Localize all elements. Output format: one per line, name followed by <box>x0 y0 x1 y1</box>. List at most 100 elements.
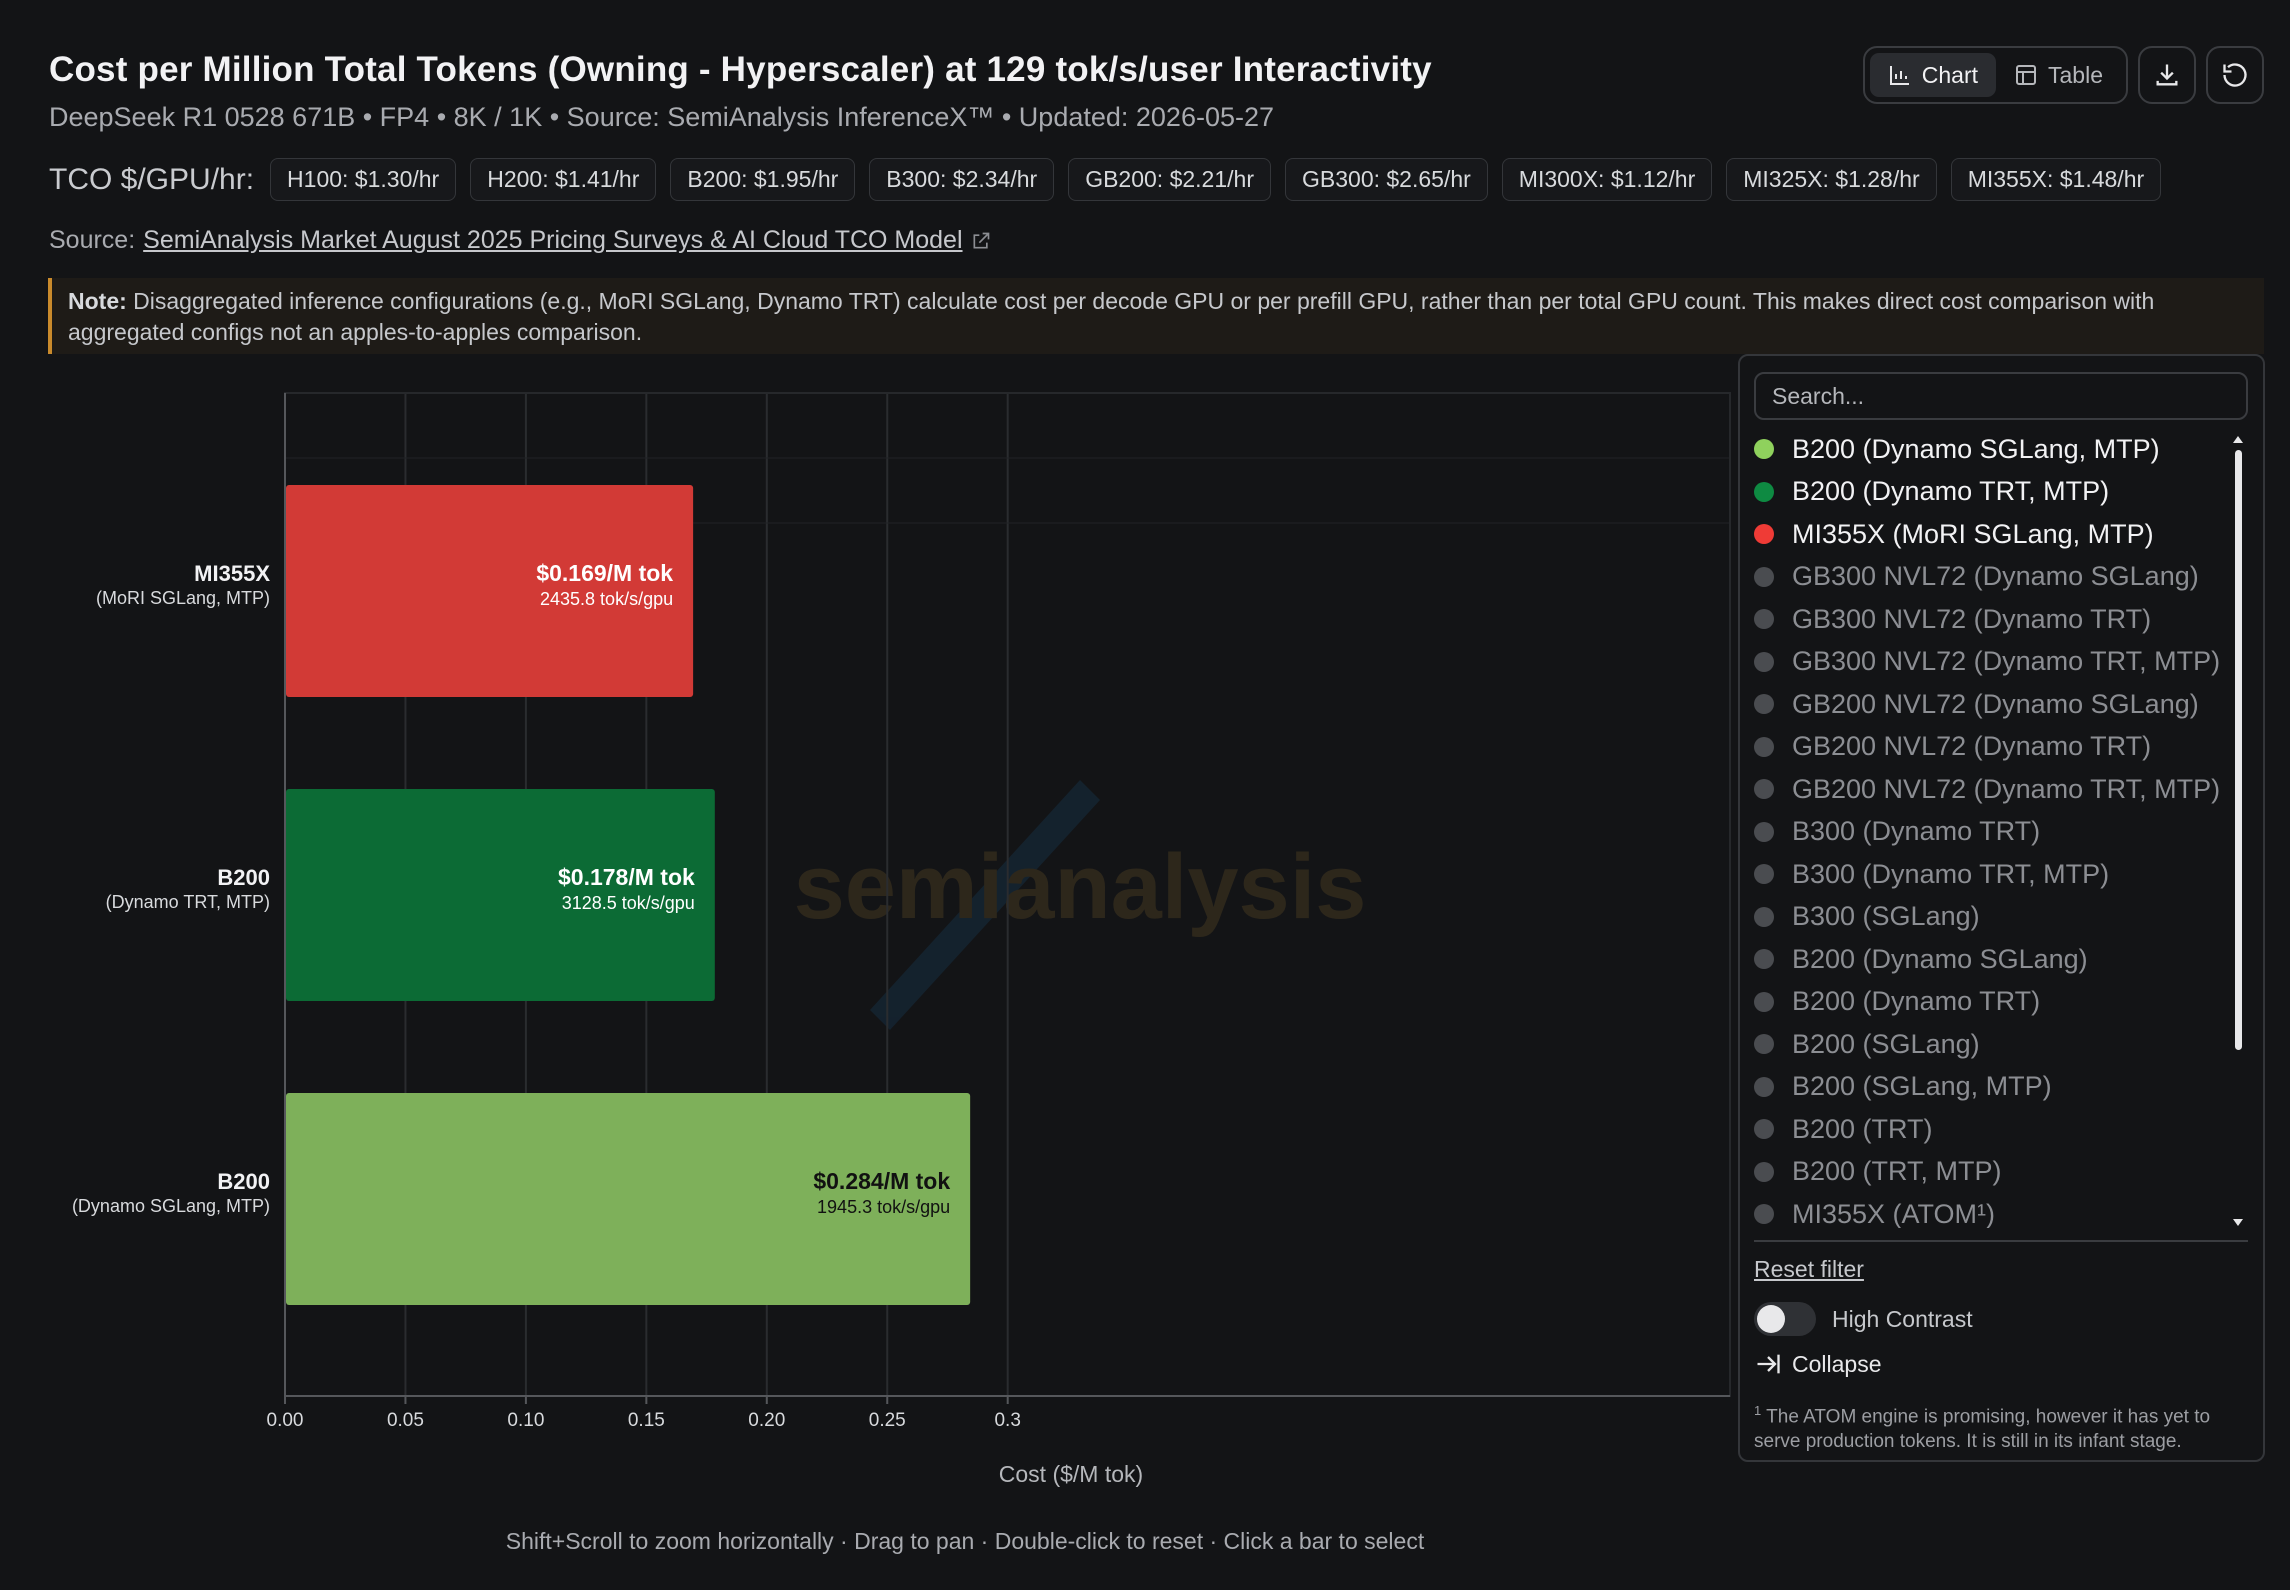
legend-item-label: GB300 NVL72 (Dynamo TRT, MTP) <box>1792 646 2221 677</box>
legend-color-dot <box>1754 821 1774 842</box>
high-contrast-label: High Contrast <box>1832 1305 1973 1332</box>
legend-color-dot <box>1754 651 1774 672</box>
view-toggle: Chart Table <box>1862 46 2128 104</box>
note-banner: Note: Disaggregated inference configurat… <box>48 278 2264 354</box>
legend-item[interactable]: GB200 NVL72 (Dynamo TRT, MTP) <box>1754 768 2234 811</box>
external-link-icon[interactable] <box>971 231 991 251</box>
bar[interactable] <box>286 1093 971 1305</box>
legend-item[interactable]: B200 (Dynamo SGLang, MTP) <box>1754 428 2234 471</box>
x-tick-label: 0.15 <box>628 1410 665 1431</box>
y-category-gpu: B200 <box>217 1169 270 1194</box>
legend-color-dot <box>1754 864 1774 885</box>
collapse-button[interactable]: Collapse <box>1754 1350 1882 1378</box>
legend-color-dot <box>1754 1204 1774 1225</box>
legend-search-input[interactable] <box>1754 372 2248 420</box>
legend-item-label: B300 (Dynamo TRT) <box>1792 816 2041 847</box>
legend-scrollbar[interactable] <box>2232 436 2244 1226</box>
chart-subtitle: DeepSeek R1 0528 671B • FP4 • 8K / 1K • … <box>49 102 1275 132</box>
cost-bar-chart[interactable]: semianalysis $0.169/M tok 2435.8 tok/s/gp… <box>0 0 1930 1500</box>
legend-item-label: GB300 NVL72 (Dynamo SGLang) <box>1792 561 2199 592</box>
legend-item[interactable]: B200 (TRT) <box>1754 1108 2234 1151</box>
legend-item-label: GB200 NVL72 (Dynamo SGLang) <box>1792 688 2199 719</box>
legend-item-label: B200 (SGLang) <box>1792 1028 1980 1059</box>
x-tick-label: 0.3 <box>994 1410 1020 1431</box>
legend-item-label: GB200 NVL72 (Dynamo TRT) <box>1792 731 2152 762</box>
legend-color-dot <box>1754 566 1774 587</box>
chart-view-button[interactable]: Chart <box>1869 53 1997 97</box>
table-view-button[interactable]: Table <box>1996 53 2121 97</box>
interaction-hint: Shift+Scroll to zoom horizontally · Drag… <box>505 1528 1425 1554</box>
legend-item[interactable]: GB300 NVL72 (Dynamo TRT) <box>1754 598 2234 641</box>
legend-item-label: MI355X (ATOM¹) <box>1792 1198 1996 1228</box>
bar-group[interactable]: $0.178/M tok 3128.5 tok/s/gpu <box>286 789 715 1001</box>
download-button[interactable] <box>2138 46 2196 104</box>
tco-chip-b200: B200: $1.95/hr <box>670 158 856 201</box>
watermark: semianalysis <box>794 780 1367 1030</box>
legend-item[interactable]: B300 (SGLang) <box>1754 896 2234 939</box>
legend-item[interactable]: B300 (Dynamo TRT) <box>1754 811 2234 854</box>
table-view-label: Table <box>2048 61 2103 88</box>
legend-color-dot <box>1754 694 1774 715</box>
watermark-text: semianalysis <box>794 836 1367 938</box>
legend-item[interactable]: GB200 NVL72 (Dynamo TRT) <box>1754 726 2234 769</box>
legend-item[interactable]: B200 (Dynamo TRT) <box>1754 981 2234 1024</box>
y-category-config: (MoRI SGLang, MTP) <box>96 588 270 608</box>
source-link[interactable]: SemiAnalysis Market August 2025 Pricing … <box>143 226 963 254</box>
legend-color-dot <box>1754 524 1774 545</box>
note-label: Note: <box>68 288 127 314</box>
legend-color-dot <box>1754 736 1774 757</box>
legend-item[interactable]: B200 (SGLang) <box>1754 1023 2234 1066</box>
y-category-gpu: B200 <box>217 865 270 890</box>
legend-item-label: B200 (TRT, MTP) <box>1792 1156 2002 1187</box>
bar[interactable] <box>286 485 694 697</box>
legend-item[interactable]: GB300 NVL72 (Dynamo SGLang) <box>1754 556 2234 599</box>
x-axis-title: Cost ($/M tok) <box>999 1461 1143 1487</box>
scroll-down-arrow[interactable] <box>2233 1219 2243 1226</box>
legend-item-label: B200 (Dynamo SGLang, MTP) <box>1792 433 2160 464</box>
tco-chip-b300: B300: $2.34/hr <box>869 158 1055 201</box>
bar-value-label: $0.169/M tok <box>536 560 673 586</box>
tco-row: TCO $/GPU/hr: H100: $1.30/hr H200: $1.41… <box>49 158 2162 201</box>
bar-group[interactable]: $0.169/M tok 2435.8 tok/s/gpu <box>286 485 694 697</box>
legend-color-dot <box>1754 609 1774 630</box>
footnote-text: The ATOM engine is promising, however it… <box>1754 1406 2211 1453</box>
tco-label: TCO $/GPU/hr: <box>49 162 255 196</box>
legend-item-label: MI355X (MoRI SGLang, MTP) <box>1792 518 2154 549</box>
tco-chip-mi300x: MI300X: $1.12/hr <box>1501 158 1713 201</box>
legend-item[interactable]: B200 (Dynamo SGLang) <box>1754 938 2234 981</box>
bar-throughput-label: 1945.3 tok/s/gpu <box>817 1197 950 1217</box>
legend-item[interactable]: B300 (Dynamo TRT, MTP) <box>1754 853 2234 896</box>
legend-item[interactable]: B200 (Dynamo TRT, MTP) <box>1754 471 2234 514</box>
y-category-gpu: MI355X <box>194 561 270 586</box>
scroll-up-arrow[interactable] <box>2233 436 2243 443</box>
legend-item[interactable]: B200 (TRT, MTP) <box>1754 1151 2234 1194</box>
bar-value-label: $0.178/M tok <box>558 864 695 890</box>
tco-chip-h100: H100: $1.30/hr <box>270 158 457 201</box>
reset-view-button[interactable] <box>2206 46 2264 104</box>
legend-color-dot <box>1754 991 1774 1012</box>
tco-chip-h200: H200: $1.41/hr <box>470 158 657 201</box>
reset-filter-link[interactable]: Reset filter <box>1754 1256 1864 1282</box>
bar[interactable] <box>286 789 715 1001</box>
high-contrast-toggle[interactable] <box>1754 1302 1816 1336</box>
legend-item-label: B200 (Dynamo TRT, MTP) <box>1792 476 2110 507</box>
legend-color-dot <box>1754 439 1774 460</box>
x-tick-label: 0.00 <box>267 1410 304 1431</box>
legend-item[interactable]: MI355X (MoRI SGLang, MTP) <box>1754 513 2234 556</box>
legend-item[interactable]: MI355X (ATOM¹) <box>1754 1193 2234 1228</box>
bar-throughput-label: 3128.5 tok/s/gpu <box>562 893 695 913</box>
legend-item[interactable]: B200 (SGLang, MTP) <box>1754 1066 2234 1109</box>
source-prefix: Source: <box>49 226 136 254</box>
scroll-thumb[interactable] <box>2235 450 2242 1050</box>
bar-throughput-label: 2435.8 tok/s/gpu <box>540 589 673 609</box>
atom-footnote: 1 The ATOM engine is promising, however … <box>1754 1398 2248 1454</box>
legend-list: B200 (Dynamo SGLang, MTP) B200 (Dynamo TR… <box>1754 428 2234 1228</box>
tco-chip-gb300: GB300: $2.65/hr <box>1285 158 1488 201</box>
bar-group[interactable]: $0.284/M tok 1945.3 tok/s/gpu <box>286 1093 971 1305</box>
legend-panel: B200 (Dynamo SGLang, MTP) B200 (Dynamo TR… <box>1738 354 2265 1462</box>
legend-item[interactable]: GB300 NVL72 (Dynamo TRT, MTP) <box>1754 641 2234 684</box>
legend-item[interactable]: GB200 NVL72 (Dynamo SGLang) <box>1754 683 2234 726</box>
legend-color-dot <box>1754 1034 1774 1055</box>
legend-item-label: B300 (Dynamo TRT, MTP) <box>1792 858 2110 889</box>
high-contrast-row: High Contrast <box>1754 1302 1973 1336</box>
